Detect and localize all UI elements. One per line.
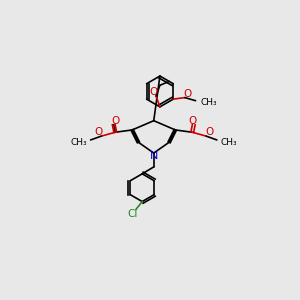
- Text: O: O: [188, 116, 196, 126]
- Text: Cl: Cl: [128, 209, 138, 219]
- Text: CH₃: CH₃: [71, 138, 88, 147]
- Text: CH₃: CH₃: [221, 138, 237, 147]
- Text: O: O: [205, 127, 213, 137]
- Text: O: O: [111, 116, 119, 126]
- Text: O: O: [94, 127, 102, 137]
- Text: O: O: [183, 89, 191, 99]
- Text: O: O: [150, 87, 158, 97]
- Text: CH₃: CH₃: [200, 98, 217, 107]
- Text: N: N: [150, 151, 158, 161]
